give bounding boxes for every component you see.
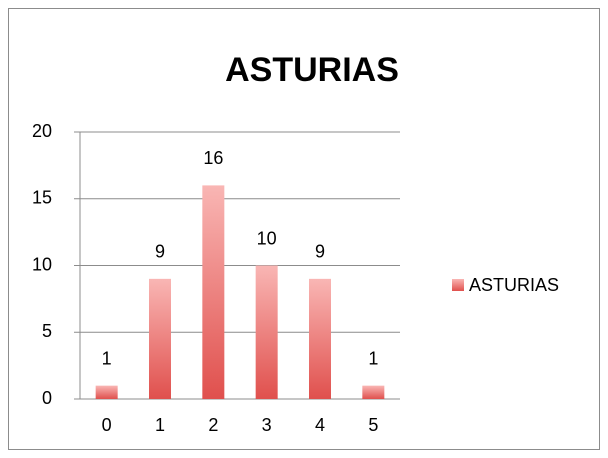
x-tick-label: 0	[102, 415, 112, 435]
chart-title: ASTURIAS	[225, 51, 399, 89]
data-label: 9	[155, 242, 165, 262]
y-tick-label: 15	[32, 188, 52, 208]
y-tick-label: 20	[32, 121, 52, 141]
bar	[255, 265, 278, 399]
x-tick-label: 5	[368, 415, 378, 435]
bar	[309, 278, 331, 399]
data-label: 1	[102, 348, 112, 368]
y-tick-label: 5	[42, 321, 52, 341]
x-tick-label: 3	[262, 415, 272, 435]
x-tick-label: 1	[155, 415, 165, 435]
bar	[149, 278, 171, 399]
bar	[362, 385, 385, 399]
data-label: 9	[315, 242, 325, 262]
y-tick-label: 10	[32, 254, 52, 274]
bar	[202, 185, 225, 399]
bar	[95, 385, 118, 399]
legend-label: ASTURIAS	[469, 275, 559, 295]
legend-swatch	[452, 279, 464, 291]
y-tick-label: 0	[42, 388, 52, 408]
data-label: 16	[203, 148, 223, 168]
x-tick-label: 4	[315, 415, 325, 435]
x-tick-label: 2	[208, 415, 218, 435]
data-label: 10	[257, 228, 277, 248]
chart-border	[8, 8, 600, 450]
data-label: 1	[368, 348, 378, 368]
